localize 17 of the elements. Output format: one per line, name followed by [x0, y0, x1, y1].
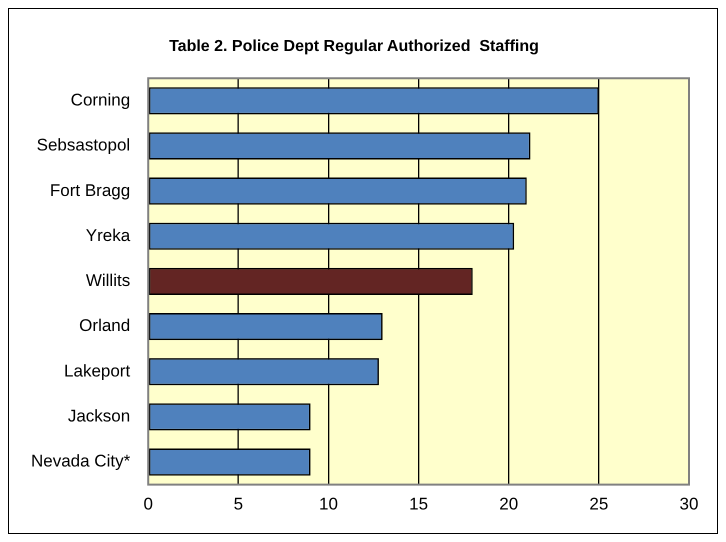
y-tick-label: Orland — [79, 316, 130, 336]
chart-title: Table 2. Police Dept Regular Authorized Staffing — [169, 38, 539, 56]
x-tick-label: 25 — [589, 494, 608, 514]
y-tick-label: Lakeport — [64, 361, 130, 380]
y-tick-label: Yreka — [86, 226, 131, 245]
y-tick-label: Jackson — [68, 406, 130, 426]
x-tick-label: 15 — [409, 494, 428, 514]
x-tick-label: 30 — [680, 494, 698, 514]
y-tick-label: Fort Bragg — [50, 180, 130, 200]
y-tick-label: Sebsastopol — [36, 136, 130, 155]
y-tick-label: Nevada City* — [30, 452, 131, 471]
x-tick-label: 10 — [319, 494, 338, 514]
x-tick-label: 5 — [234, 494, 244, 514]
y-tick-label: Willits — [86, 271, 130, 290]
x-tick-label: 20 — [499, 494, 518, 514]
y-tick-label: Corning — [70, 90, 130, 110]
x-tick-label: 0 — [143, 494, 153, 514]
